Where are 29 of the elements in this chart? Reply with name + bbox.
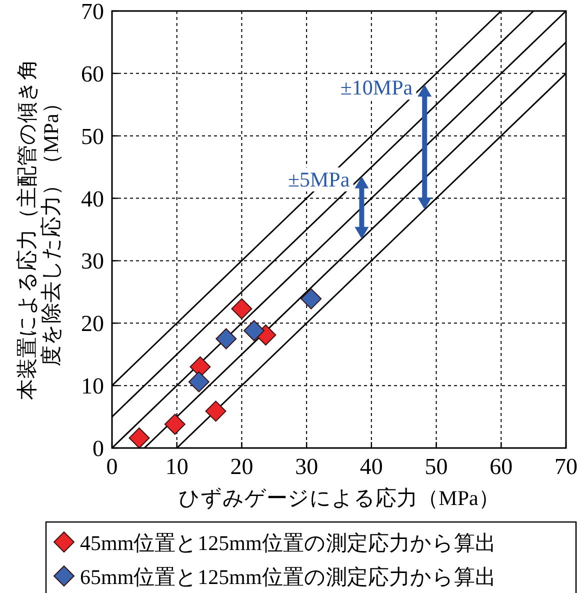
x-axis-title: ひずみゲージによる応力（MPa） <box>178 486 500 510</box>
legend-label: 65mm位置と125mm位置の測定応力から算出 <box>80 565 496 589</box>
y-tick-label: 70 <box>81 0 104 24</box>
y-tick-label: 60 <box>81 61 104 86</box>
annotation: ±5MPa <box>288 167 350 192</box>
x-tick-label: 10 <box>165 454 188 479</box>
y-axis-title: 本装置による応力（主配管の傾き角度を除去した応力）（MPa） <box>15 59 63 400</box>
point <box>128 428 150 449</box>
x-tick-label: 50 <box>424 454 448 479</box>
point <box>205 400 226 422</box>
x-tick-label: 60 <box>490 454 513 479</box>
y-tick-label: 50 <box>81 124 104 149</box>
point <box>216 328 237 350</box>
x-tick-label: 40 <box>360 454 383 479</box>
y-tick-label: 30 <box>81 248 104 274</box>
point <box>231 298 252 320</box>
x-tick-label: 70 <box>554 454 577 479</box>
annotation: ±10MPa <box>340 76 414 100</box>
point <box>164 414 186 435</box>
point <box>244 320 265 342</box>
point <box>300 288 322 310</box>
y-tick-label: 10 <box>81 374 104 399</box>
x-tick-label: 20 <box>230 454 254 479</box>
y-tick-label: 40 <box>81 186 104 212</box>
point <box>188 371 210 392</box>
y-tick-label: 20 <box>81 311 104 336</box>
x-tick-label: 30 <box>295 454 318 479</box>
y-tick-label: 0 <box>92 436 104 461</box>
legend-label: 45mm位置と125mm位置の測定応力から算出 <box>80 531 496 555</box>
